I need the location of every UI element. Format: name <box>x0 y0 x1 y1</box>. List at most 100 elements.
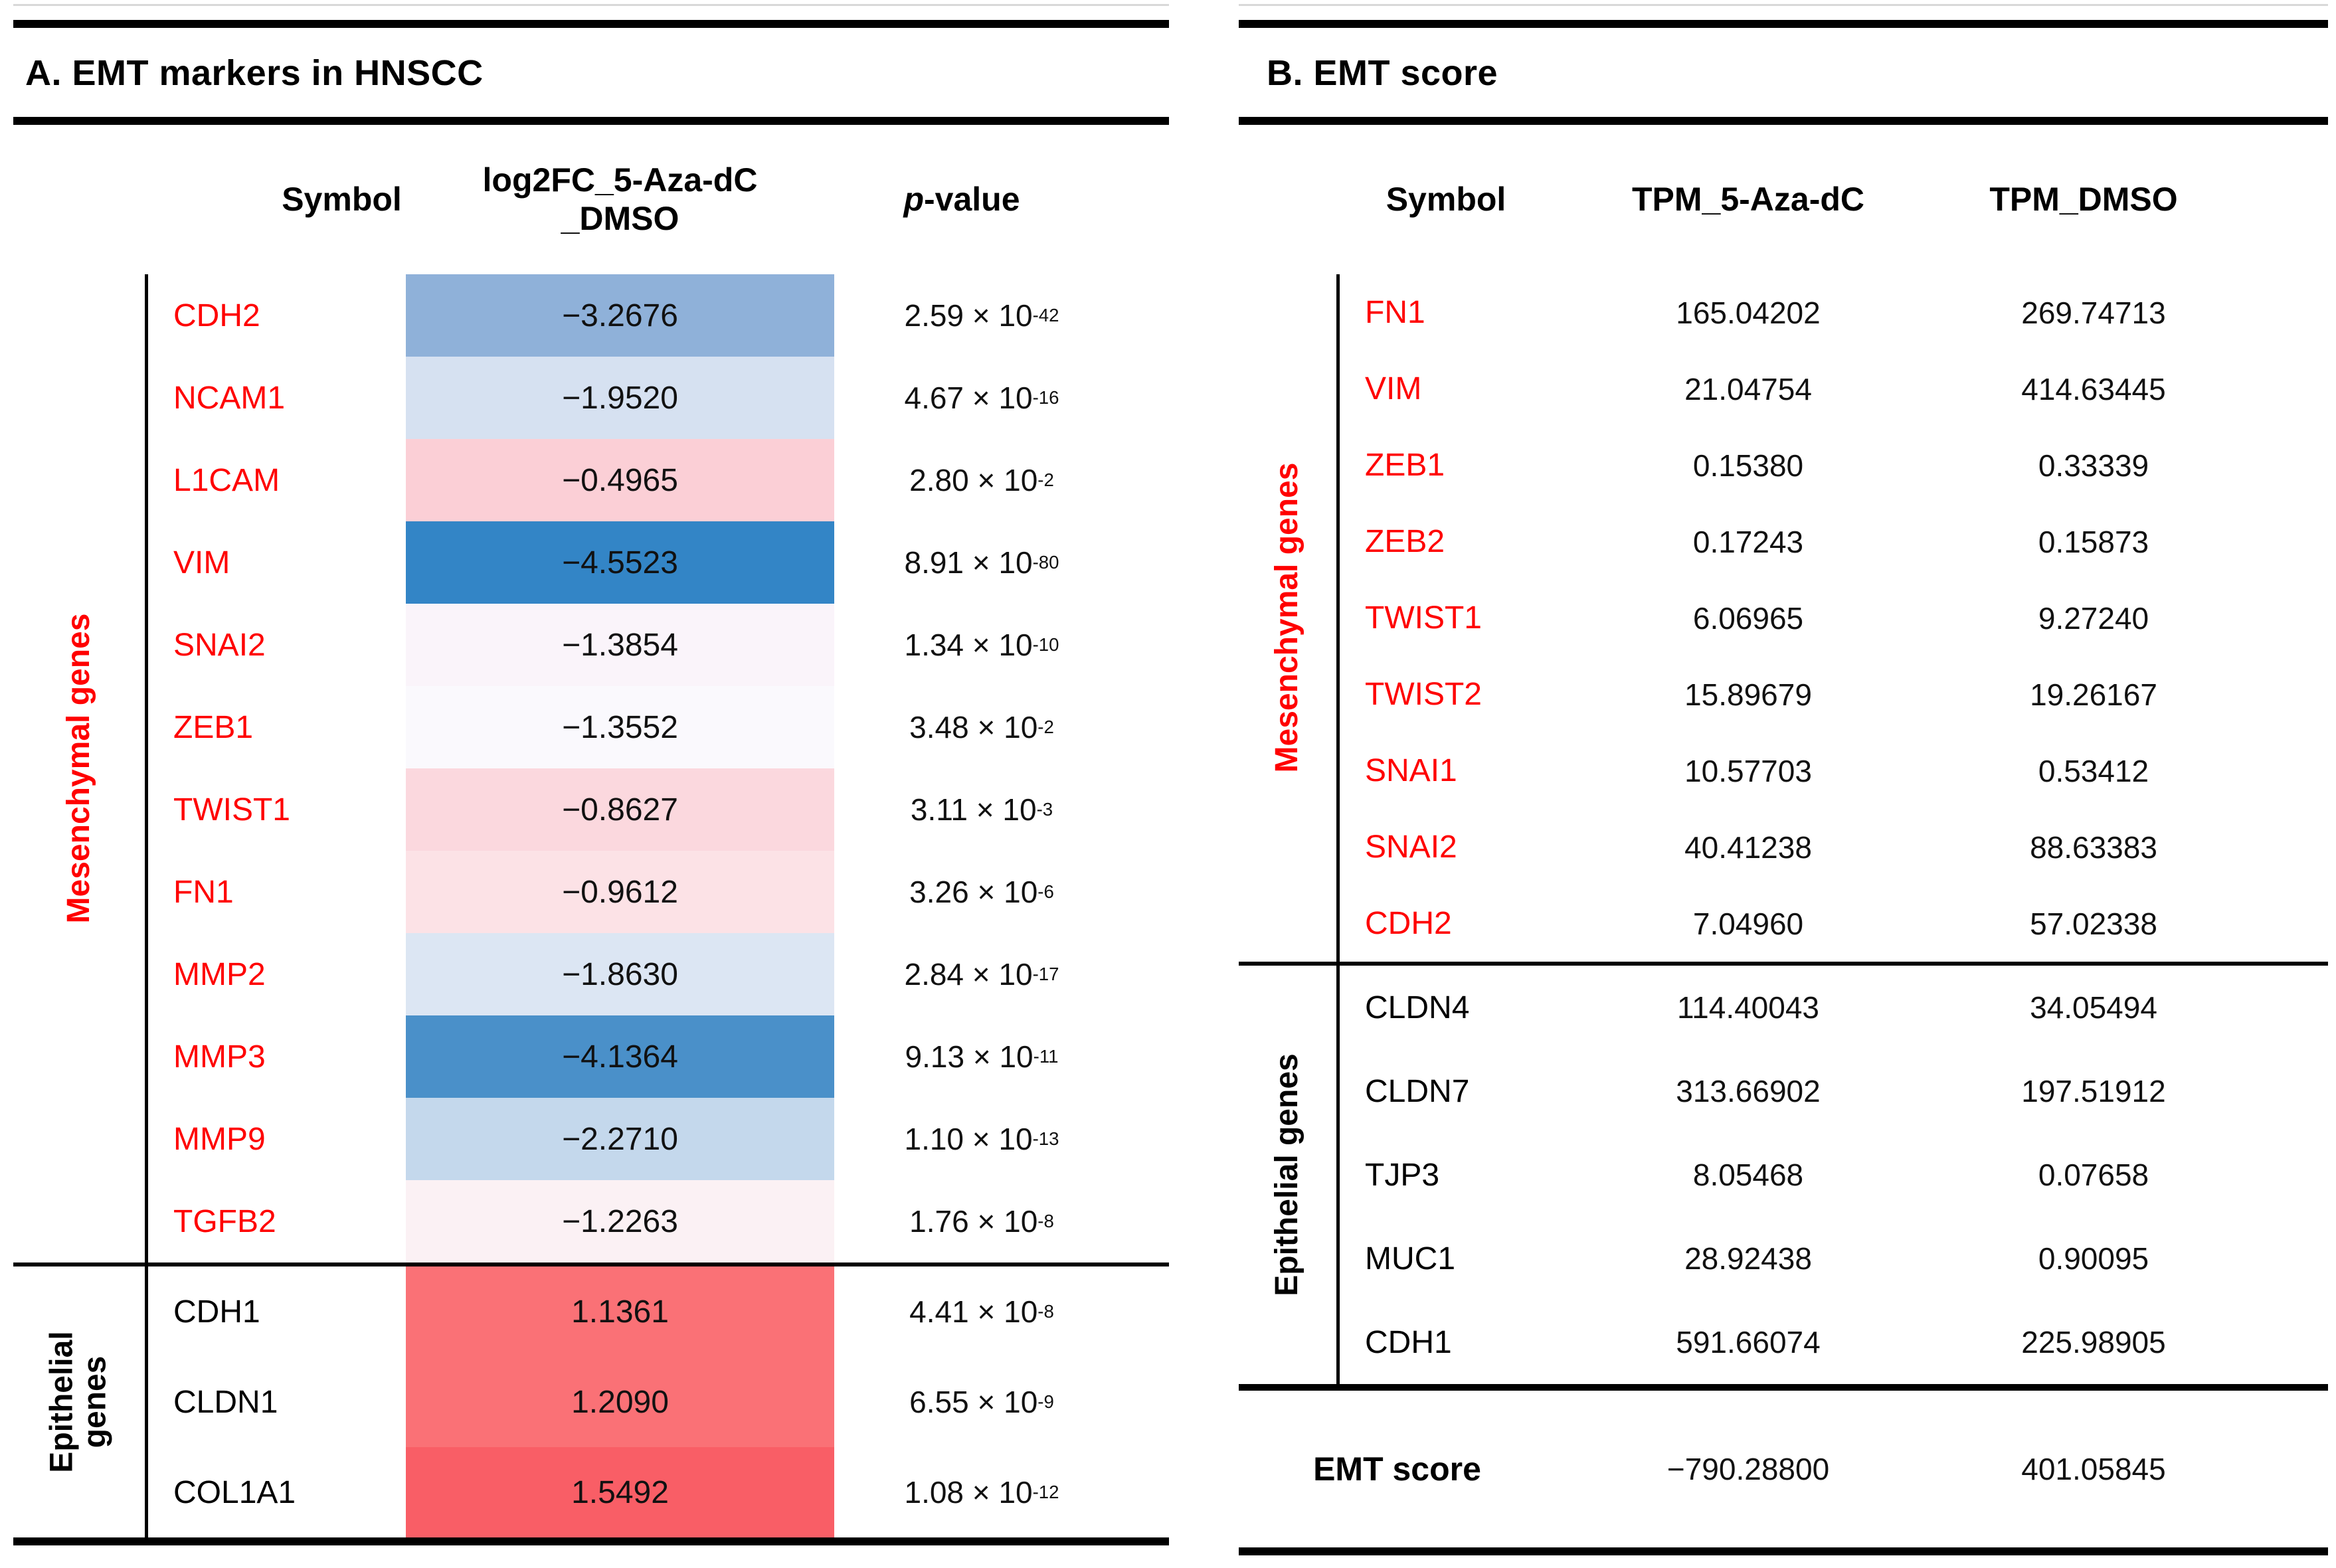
table-row: ZEB1 −1.3552 3.48 × 10 -2 <box>13 686 1169 768</box>
tpm-dmso-cell: 197.51912 <box>2021 1074 2166 1108</box>
header-rule <box>13 117 1169 125</box>
tpm-dmso-cell: 269.74713 <box>2021 295 2166 330</box>
table-row: NCAM1 −1.9520 4.67 × 10 -16 <box>13 357 1169 439</box>
table-row: ZEB1 0.15380 0.33339 <box>1239 427 2328 503</box>
score-separator-rule <box>1239 1384 2328 1391</box>
table-row: L1CAM −0.4965 2.80 × 10 -2 <box>13 439 1169 521</box>
gene-symbol: CDH1 <box>145 1266 406 1357</box>
gene-symbol: FN1 <box>1336 274 1556 351</box>
table-row: CLDN1 1.2090 6.55 × 10 -9 <box>13 1357 1169 1447</box>
tpm-aza-cell: 40.41238 <box>1684 829 1812 865</box>
pvalue-cell: 3.11 × 10 -3 <box>910 792 1053 827</box>
pvalue-cell: 4.41 × 10 -8 <box>909 1294 1054 1329</box>
column-header-symbol: Symbol <box>282 180 402 218</box>
table-row: SNAI2 −1.3854 1.34 × 10 -10 <box>13 604 1169 686</box>
tpm-aza-cell: 21.04754 <box>1684 371 1812 406</box>
tpm-dmso-cell: 57.02338 <box>2030 906 2157 941</box>
tpm-dmso-cell: 19.26167 <box>2030 677 2157 712</box>
group-separator-line <box>1239 962 2328 966</box>
column-header-symbol: Symbol <box>1386 180 1506 218</box>
gene-symbol: CDH2 <box>145 274 406 357</box>
tpm-aza-cell: 10.57703 <box>1684 753 1812 788</box>
table-row: MMP2 −1.8630 2.84 × 10 -17 <box>13 933 1169 1015</box>
gene-symbol: TGFB2 <box>145 1180 406 1263</box>
group-label-mesenchymal: Mesenchymal genes <box>60 613 96 924</box>
table-a-title: A. EMT markers in HNSCC <box>25 53 484 93</box>
log2fc-cell: 1.2090 <box>406 1357 834 1447</box>
tpm-aza-cell: 8.05468 <box>1692 1158 1804 1192</box>
pvalue-cell: 6.55 × 10 -9 <box>909 1385 1054 1419</box>
tpm-aza-cell: 6.06965 <box>1692 600 1804 636</box>
log2fc-cell: 1.1361 <box>406 1266 834 1357</box>
gene-symbol: CLDN1 <box>145 1357 406 1447</box>
table-row: FN1 −0.9612 3.26 × 10 -6 <box>13 851 1169 933</box>
gene-symbol: MMP3 <box>145 1015 406 1098</box>
table-row: CDH2 −3.2676 2.59 × 10 -42 <box>13 274 1169 357</box>
table-row: CDH2 7.04960 57.02338 <box>1239 885 2328 962</box>
emt-score-aza: −790.28800 <box>1666 1452 1830 1486</box>
table-row: MMP9 −2.2710 1.10 × 10 -13 <box>13 1098 1169 1180</box>
gene-symbol: TWIST1 <box>145 768 406 851</box>
gene-symbol: SNAI2 <box>1336 809 1556 885</box>
gene-symbol: NCAM1 <box>145 357 406 439</box>
table-row: ZEB2 0.17243 0.15873 <box>1239 503 2328 580</box>
table-row: CLDN7 313.66902 197.51912 <box>1239 1049 2328 1133</box>
tpm-aza-cell: 0.15380 <box>1692 448 1804 483</box>
header-rule <box>1239 117 2328 125</box>
column-header-log2fc: log2FC_5-Aza-dC _DMSO <box>482 161 758 237</box>
tpm-dmso-cell: 34.05494 <box>2030 990 2157 1025</box>
tpm-aza-cell: 114.40043 <box>1676 990 1820 1025</box>
pvalue-cell: 3.26 × 10 -6 <box>909 875 1054 909</box>
log2fc-cell: −4.1364 <box>406 1015 834 1098</box>
tpm-dmso-cell: 0.90095 <box>2038 1241 2149 1276</box>
pvalue-cell: 4.67 × 10 -16 <box>904 381 1059 415</box>
table-row: TWIST1 6.06965 9.27240 <box>1239 580 2328 656</box>
log2fc-cell: −1.9520 <box>406 357 834 439</box>
tpm-dmso-cell: 0.33339 <box>2038 448 2149 483</box>
table-row: TJP3 8.05468 0.07658 <box>1239 1133 2328 1217</box>
gene-symbol: SNAI2 <box>145 604 406 686</box>
table-row: CDH1 1.1361 4.41 × 10 -8 <box>13 1266 1169 1357</box>
column-header-tpm-dmso: TPM_DMSO <box>1989 180 2178 218</box>
log2fc-cell: −1.3552 <box>406 686 834 768</box>
tpm-aza-cell: 591.66074 <box>1676 1325 1821 1359</box>
tpm-dmso-cell: 225.98905 <box>2021 1325 2166 1359</box>
pvalue-cell: 3.48 × 10 -2 <box>909 710 1054 744</box>
table-row: COL1A1 1.5492 1.08 × 10 -12 <box>13 1447 1169 1537</box>
gene-symbol: COL1A1 <box>145 1447 406 1537</box>
tpm-aza-cell: 7.04960 <box>1692 906 1804 941</box>
table-a-header-row: Symbol log2FC_5-Aza-dC _DMSO p-value <box>13 125 1169 274</box>
log2fc-cell: −1.2263 <box>406 1180 834 1263</box>
tpm-aza-cell: 15.89679 <box>1684 677 1812 712</box>
gene-symbol: SNAI1 <box>1336 733 1556 809</box>
tpm-aza-cell: 0.17243 <box>1692 524 1804 559</box>
tpm-dmso-cell: 0.07658 <box>2038 1158 2149 1192</box>
column-header-pvalue: p-value <box>903 180 1020 218</box>
gene-symbol: ZEB1 <box>1336 427 1556 503</box>
table-row: SNAI1 10.57703 0.53412 <box>1239 733 2328 809</box>
pvalue-cell: 2.80 × 10 -2 <box>909 463 1054 497</box>
gene-symbol: CDH1 <box>1336 1300 1556 1384</box>
tpm-dmso-cell: 9.27240 <box>2038 600 2149 636</box>
table-row: TWIST2 15.89679 19.26167 <box>1239 656 2328 733</box>
table-row: MMP3 −4.1364 9.13 × 10 -11 <box>13 1015 1169 1098</box>
table-row: TGFB2 −1.2263 1.76 × 10 -8 <box>13 1180 1169 1263</box>
group-label-mesenchymal: Mesenchymal genes <box>1269 462 1304 773</box>
pvalue-cell: 2.84 × 10 -17 <box>904 957 1059 992</box>
gene-symbol: MMP9 <box>145 1098 406 1180</box>
gene-symbol: CLDN7 <box>1336 1049 1556 1133</box>
table-row: SNAI2 40.41238 88.63383 <box>1239 809 2328 885</box>
pvalue-cell: 9.13 × 10 -11 <box>905 1039 1059 1074</box>
bottom-rule <box>1239 1547 2328 1555</box>
pvalue-cell: 8.91 × 10 -80 <box>904 545 1059 580</box>
pvalue-cell: 1.10 × 10 -13 <box>904 1122 1059 1156</box>
pvalue-cell: 1.08 × 10 -12 <box>904 1475 1059 1510</box>
tpm-dmso-cell: 414.63445 <box>2021 371 2166 406</box>
gene-symbol: TWIST2 <box>1336 656 1556 733</box>
tpm-dmso-cell: 88.63383 <box>2030 829 2157 865</box>
gene-symbol: MMP2 <box>145 933 406 1015</box>
log2fc-cell: −3.2676 <box>406 274 834 357</box>
table-row: VIM 21.04754 414.63445 <box>1239 351 2328 427</box>
table-b-body: FN1 165.04202 269.74713 VIM 21.04754 414… <box>1239 274 2328 1555</box>
gene-symbol: MUC1 <box>1336 1217 1556 1300</box>
